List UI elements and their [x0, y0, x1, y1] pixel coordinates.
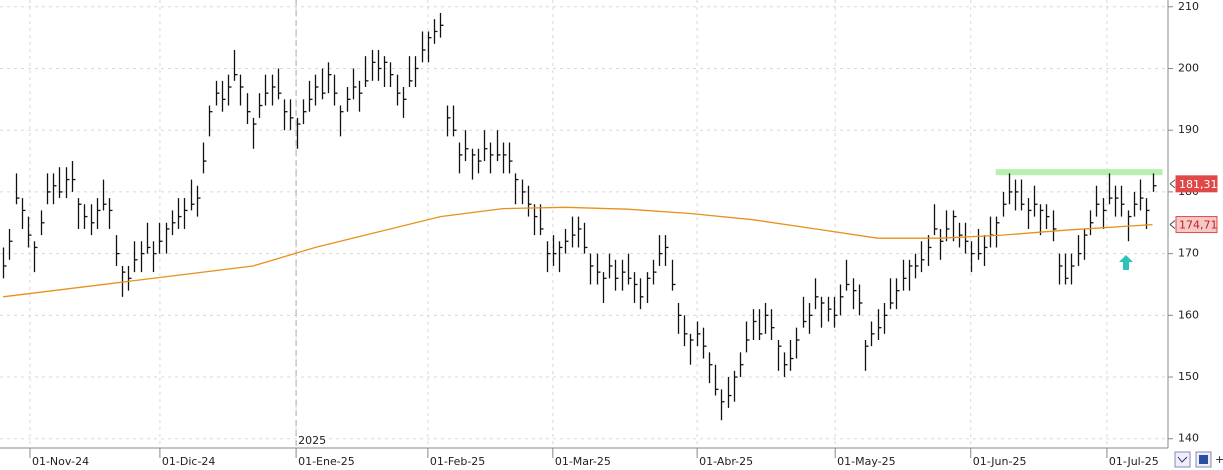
x-tick-label: 01-Feb-25	[430, 455, 485, 468]
price-label: 174,71	[1179, 219, 1218, 232]
y-tick-label: 190	[1178, 123, 1199, 136]
y-tick-label: 170	[1178, 247, 1199, 260]
price-pointer	[1169, 220, 1176, 229]
y-tick-label: 150	[1178, 370, 1199, 383]
save-icon-glyph	[1199, 455, 1208, 464]
scroll-icon-glyph	[1177, 456, 1188, 463]
y-tick-label: 200	[1178, 61, 1199, 74]
x-tick-label: 01-Mar-25	[555, 455, 611, 468]
x-tick-label: 01-Abr-25	[699, 455, 753, 468]
y-tick-label: 140	[1178, 432, 1199, 445]
x-tick-label: 01-Nov-24	[32, 455, 89, 468]
scroll-icon[interactable]	[1174, 451, 1191, 468]
price-pointer	[1169, 179, 1176, 189]
y-tick-label: 160	[1178, 308, 1199, 321]
plot-area: 14015016017018019020021001-Nov-2401-Dic-…	[0, 0, 1199, 468]
x-tick-label: 01-Dic-24	[162, 455, 216, 468]
x-tick-label: 01-Jul-25	[1109, 455, 1159, 468]
x-tick-label: 01-Jun-25	[973, 455, 1027, 468]
signal-arrow	[1119, 255, 1133, 270]
price-label: 181,31	[1179, 178, 1218, 191]
x-tick-label: 01-Ene-25	[298, 455, 355, 468]
year-label: 2025	[298, 434, 326, 447]
x-tick-label: 01-May-25	[837, 455, 895, 468]
price-label-box	[1175, 216, 1218, 234]
y-tick-label: 210	[1178, 0, 1199, 13]
price-label-box	[1175, 175, 1218, 193]
more-icon[interactable]: +	[1215, 453, 1223, 466]
moving-average	[3, 206, 1153, 298]
